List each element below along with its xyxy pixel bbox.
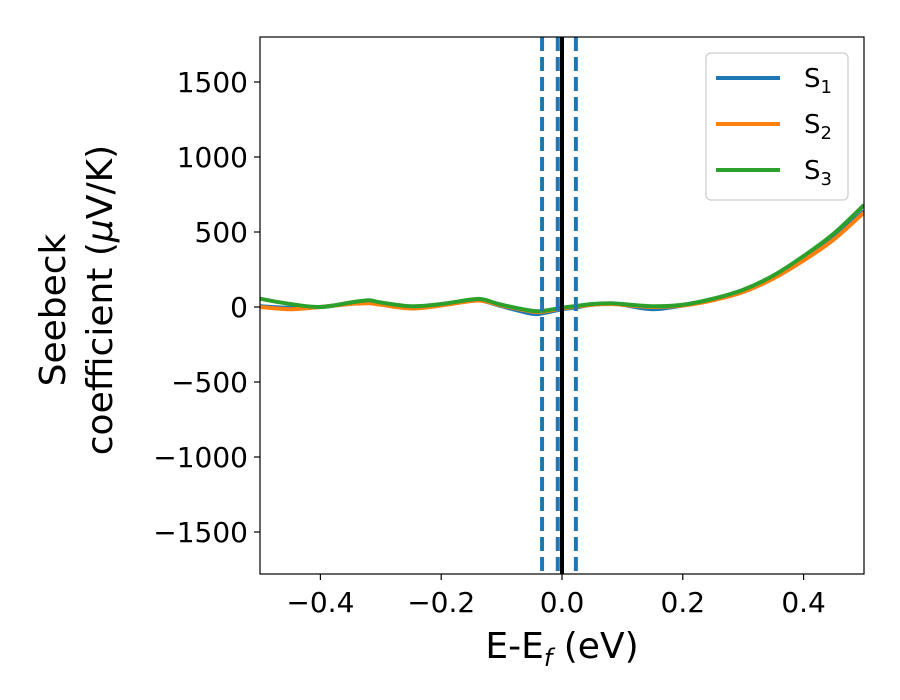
plot-area <box>260 37 864 574</box>
y-axis-ticks: −1500 −1000 −500 0 500 1000 1500 <box>153 66 260 549</box>
legend-label-s3: S3 <box>804 156 832 190</box>
y-axis-title-line2: coefficient (μV/K) <box>80 145 121 455</box>
y-tick-label: −1500 <box>153 516 248 549</box>
series-line-s3 <box>260 203 864 314</box>
legend: S1 S2 S3 <box>705 52 849 201</box>
x-tick-label: −0.2 <box>407 586 475 619</box>
x-axis-ticks: −0.4 −0.2 0.0 0.2 0.4 <box>286 574 826 619</box>
x-tick-label: 0.0 <box>540 586 585 619</box>
y-tick-label: 1500 <box>177 66 248 99</box>
y-tick-label: −500 <box>171 366 248 399</box>
x-tick-label: −0.4 <box>286 586 354 619</box>
legend-box <box>705 52 849 201</box>
y-tick-label: 1000 <box>177 141 248 174</box>
x-tick-label: 0.4 <box>781 586 826 619</box>
x-tick-label: 0.2 <box>661 586 706 619</box>
legend-label-s1: S1 <box>804 64 832 98</box>
y-tick-label: 500 <box>195 216 248 249</box>
x-axis-title: E-Ef (eV) <box>485 626 638 672</box>
y-tick-label: −1000 <box>153 441 248 474</box>
y-tick-label: 0 <box>230 291 248 324</box>
legend-label-s2: S2 <box>804 110 832 144</box>
y-axis-title-line1: Seebeck <box>33 233 74 386</box>
